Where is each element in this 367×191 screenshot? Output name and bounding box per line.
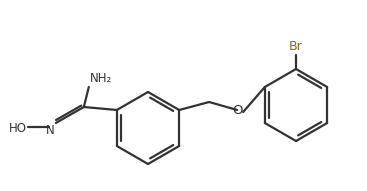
Text: NH₂: NH₂: [90, 72, 112, 85]
Text: Br: Br: [289, 40, 303, 53]
Text: O: O: [232, 104, 243, 117]
Text: N: N: [46, 124, 55, 137]
Text: HO: HO: [9, 121, 27, 134]
